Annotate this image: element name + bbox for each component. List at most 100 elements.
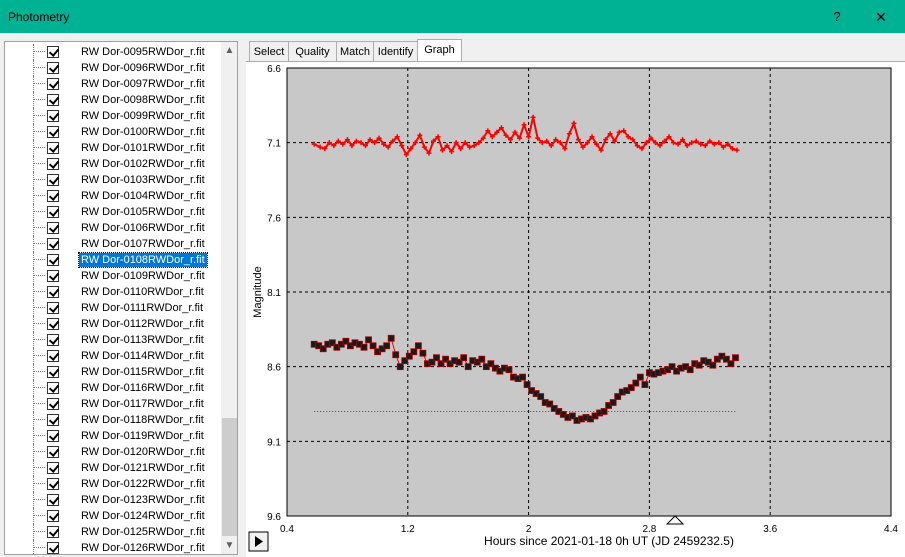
- checkbox[interactable]: [47, 174, 59, 186]
- checkbox[interactable]: [47, 158, 59, 170]
- checkbox[interactable]: [47, 46, 59, 58]
- tab-identify[interactable]: Identify: [373, 41, 418, 61]
- checkbox[interactable]: [47, 446, 59, 458]
- tree-item-label[interactable]: RW Dor-0103RWDor_r.fit: [81, 174, 205, 186]
- tree-item-label[interactable]: RW Dor-0107RWDor_r.fit: [81, 238, 205, 250]
- tree-item[interactable]: RW Dor-0126RWDor_r.fit: [5, 540, 221, 554]
- checkbox[interactable]: [47, 414, 59, 426]
- tree-item-label[interactable]: RW Dor-0102RWDor_r.fit: [81, 158, 205, 170]
- tree-item[interactable]: RW Dor-0120RWDor_r.fit: [5, 444, 221, 460]
- tree-item[interactable]: RW Dor-0108RWDor_r.fit: [5, 252, 221, 268]
- tree-item[interactable]: RW Dor-0098RWDor_r.fit: [5, 92, 221, 108]
- tree-item-label[interactable]: RW Dor-0105RWDor_r.fit: [81, 206, 205, 218]
- tree-item-label[interactable]: RW Dor-0123RWDor_r.fit: [81, 494, 205, 506]
- tab-match[interactable]: Match: [336, 41, 374, 61]
- tree-item-label[interactable]: RW Dor-0099RWDor_r.fit: [81, 110, 205, 122]
- checkbox[interactable]: [47, 318, 59, 330]
- checkbox[interactable]: [47, 270, 59, 282]
- tree-item-label[interactable]: RW Dor-0122RWDor_r.fit: [81, 478, 205, 490]
- tree-item[interactable]: RW Dor-0101RWDor_r.fit: [5, 140, 221, 156]
- checkbox[interactable]: [47, 286, 59, 298]
- tree-item-label[interactable]: RW Dor-0120RWDor_r.fit: [81, 446, 205, 458]
- checkbox[interactable]: [47, 78, 59, 90]
- checkbox[interactable]: [47, 398, 59, 410]
- scroll-down-icon[interactable]: ▼: [224, 540, 235, 551]
- tab-select[interactable]: Select: [249, 41, 289, 61]
- tree-item[interactable]: RW Dor-0114RWDor_r.fit: [5, 348, 221, 364]
- tree-item-label[interactable]: RW Dor-0115RWDor_r.fit: [81, 366, 204, 378]
- tree-item-label[interactable]: RW Dor-0100RWDor_r.fit: [81, 126, 205, 138]
- tree-item[interactable]: RW Dor-0099RWDor_r.fit: [5, 108, 221, 124]
- scroll-up-icon[interactable]: ▲: [224, 45, 235, 56]
- tree-item[interactable]: RW Dor-0103RWDor_r.fit: [5, 172, 221, 188]
- tree-item-label[interactable]: RW Dor-0110RWDor_r.fit: [81, 286, 204, 298]
- checkbox[interactable]: [47, 478, 59, 490]
- tree-item-label[interactable]: RW Dor-0116RWDor_r.fit: [81, 382, 204, 394]
- tree-item[interactable]: RW Dor-0112RWDor_r.fit: [5, 316, 221, 332]
- tree-item[interactable]: RW Dor-0119RWDor_r.fit: [5, 428, 221, 444]
- tree-item-label[interactable]: RW Dor-0113RWDor_r.fit: [81, 334, 204, 346]
- checkbox[interactable]: [47, 366, 59, 378]
- checkbox[interactable]: [47, 350, 59, 362]
- tree-item[interactable]: RW Dor-0121RWDor_r.fit: [5, 460, 221, 476]
- tree-item-label[interactable]: RW Dor-0125RWDor_r.fit: [81, 526, 205, 538]
- tree-item[interactable]: RW Dor-0125RWDor_r.fit: [5, 524, 221, 540]
- checkbox[interactable]: [47, 142, 59, 154]
- help-button[interactable]: ?: [833, 9, 841, 24]
- checkbox[interactable]: [47, 430, 59, 442]
- checkbox[interactable]: [47, 62, 59, 74]
- checkbox[interactable]: [47, 126, 59, 138]
- tree-item[interactable]: RW Dor-0105RWDor_r.fit: [5, 204, 221, 220]
- tree-item[interactable]: RW Dor-0097RWDor_r.fit: [5, 76, 221, 92]
- tree-scrollbar[interactable]: ▲ ▼: [221, 42, 237, 554]
- tree-item-label[interactable]: RW Dor-0126RWDor_r.fit: [81, 542, 205, 554]
- tree-item-label[interactable]: RW Dor-0118RWDor_r.fit: [81, 414, 204, 426]
- tree-item[interactable]: RW Dor-0100RWDor_r.fit: [5, 124, 221, 140]
- tree-item[interactable]: RW Dor-0096RWDor_r.fit: [5, 60, 221, 76]
- tree-item[interactable]: RW Dor-0106RWDor_r.fit: [5, 220, 221, 236]
- tree-item[interactable]: RW Dor-0104RWDor_r.fit: [5, 188, 221, 204]
- tab-graph[interactable]: Graph: [417, 39, 462, 61]
- tree-item-label[interactable]: RW Dor-0121RWDor_r.fit: [81, 462, 205, 474]
- tree-item-label[interactable]: RW Dor-0104RWDor_r.fit: [81, 190, 205, 202]
- checkbox[interactable]: [47, 462, 59, 474]
- tree-item[interactable]: RW Dor-0111RWDor_r.fit: [5, 300, 221, 316]
- checkbox[interactable]: [47, 510, 59, 522]
- checkbox[interactable]: [47, 206, 59, 218]
- file-tree[interactable]: ▲ ▼ RW Dor-0095RWDor_r.fit RW Dor-0096RWD…: [4, 41, 238, 555]
- tree-item[interactable]: RW Dor-0117RWDor_r.fit: [5, 396, 221, 412]
- tree-item-label[interactable]: RW Dor-0098RWDor_r.fit: [81, 94, 205, 106]
- tree-item-label[interactable]: RW Dor-0114RWDor_r.fit: [81, 350, 204, 362]
- tab-quality[interactable]: Quality: [288, 41, 337, 61]
- tree-item-label[interactable]: RW Dor-0112RWDor_r.fit: [81, 318, 204, 330]
- checkbox[interactable]: [47, 494, 59, 506]
- tree-item-label[interactable]: RW Dor-0096RWDor_r.fit: [81, 62, 205, 74]
- scroll-thumb[interactable]: [222, 418, 237, 536]
- triangle-marker-icon[interactable]: [665, 515, 685, 525]
- checkbox[interactable]: [47, 190, 59, 202]
- tree-item[interactable]: RW Dor-0110RWDor_r.fit: [5, 284, 221, 300]
- checkbox[interactable]: [47, 238, 59, 250]
- tree-item-label[interactable]: RW Dor-0117RWDor_r.fit: [81, 398, 204, 410]
- tree-item-label[interactable]: RW Dor-0111RWDor_r.fit: [81, 302, 204, 314]
- checkbox[interactable]: [47, 334, 59, 346]
- tree-item-label[interactable]: RW Dor-0097RWDor_r.fit: [81, 78, 205, 90]
- checkbox[interactable]: [47, 382, 59, 394]
- tree-item[interactable]: RW Dor-0124RWDor_r.fit: [5, 508, 221, 524]
- tree-item-label[interactable]: RW Dor-0106RWDor_r.fit: [81, 222, 205, 234]
- tree-item[interactable]: RW Dor-0107RWDor_r.fit: [5, 236, 221, 252]
- tree-item-label[interactable]: RW Dor-0108RWDor_r.fit: [78, 252, 208, 268]
- tree-item[interactable]: RW Dor-0122RWDor_r.fit: [5, 476, 221, 492]
- tree-item-label[interactable]: RW Dor-0119RWDor_r.fit: [81, 430, 204, 442]
- checkbox[interactable]: [47, 222, 59, 234]
- tree-item-label[interactable]: RW Dor-0101RWDor_r.fit: [81, 142, 205, 154]
- tree-item-label[interactable]: RW Dor-0124RWDor_r.fit: [81, 510, 205, 522]
- checkbox[interactable]: [47, 94, 59, 106]
- checkbox[interactable]: [47, 110, 59, 122]
- tree-item[interactable]: RW Dor-0113RWDor_r.fit: [5, 332, 221, 348]
- tree-item-label[interactable]: RW Dor-0109RWDor_r.fit: [81, 270, 205, 282]
- close-button[interactable]: ✕: [875, 9, 887, 25]
- tree-item[interactable]: RW Dor-0095RWDor_r.fit: [5, 44, 221, 60]
- tree-item[interactable]: RW Dor-0123RWDor_r.fit: [5, 492, 221, 508]
- tree-item[interactable]: RW Dor-0115RWDor_r.fit: [5, 364, 221, 380]
